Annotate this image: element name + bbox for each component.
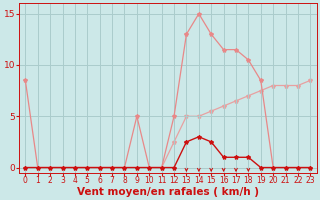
X-axis label: Vent moyen/en rafales ( km/h ): Vent moyen/en rafales ( km/h ) [77, 187, 259, 197]
